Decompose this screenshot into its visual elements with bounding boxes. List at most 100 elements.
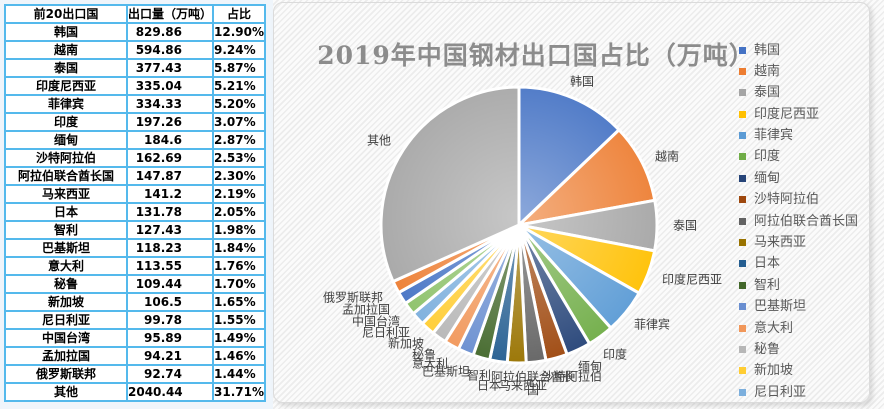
cell-amount[interactable]: 92.74: [126, 364, 214, 384]
cell-share[interactable]: 1.76%: [212, 256, 266, 276]
cell-share[interactable]: 5.20%: [212, 94, 266, 114]
cell-amount[interactable]: 829.86: [126, 22, 214, 42]
cell-amount[interactable]: 334.33: [126, 94, 214, 114]
table-row: 印度 197.26 3.07%: [4, 112, 266, 132]
cell-share[interactable]: 2.87%: [212, 130, 266, 150]
table-row: 缅甸 184.6 2.87%: [4, 130, 266, 150]
legend-label: 智利: [754, 277, 781, 293]
legend-label: 菲律宾: [754, 128, 794, 144]
cell-share[interactable]: 9.24%: [212, 40, 266, 60]
cell-country[interactable]: 沙特阿拉伯: [4, 148, 128, 168]
legend-color-marker: [739, 110, 746, 118]
legend-color-marker: [739, 174, 746, 182]
legend-color-marker: [739, 196, 746, 204]
cell-country[interactable]: 印度尼西亚: [4, 76, 128, 96]
cell-country[interactable]: 韩国: [4, 22, 128, 42]
cell-amount[interactable]: 141.2: [126, 184, 214, 204]
legend-color-marker: [739, 367, 746, 375]
legend-label: 越南: [754, 63, 781, 79]
table-row: 秘鲁 109.44 1.70%: [4, 274, 266, 294]
cell-amount[interactable]: 197.26: [126, 112, 214, 132]
cell-country[interactable]: 意大利: [4, 256, 128, 276]
cell-country[interactable]: 越南: [4, 40, 128, 60]
cell-share[interactable]: 1.49%: [212, 328, 266, 348]
legend-item: 沙特阿拉伯: [739, 193, 858, 207]
cell-share[interactable]: 2.19%: [212, 184, 266, 204]
cell-share[interactable]: 2.53%: [212, 148, 266, 168]
cell-country[interactable]: 缅甸: [4, 130, 128, 150]
cell-amount[interactable]: 109.44: [126, 274, 214, 294]
cell-country[interactable]: 印度: [4, 112, 128, 132]
table-row: 日本 131.78 2.05%: [4, 202, 266, 222]
table-row: 巴基斯坦 118.23 1.84%: [4, 238, 266, 258]
table-row: 泰国 377.43 5.87%: [4, 58, 266, 78]
table-row: 中国台湾 95.89 1.49%: [4, 328, 266, 348]
cell-country[interactable]: 马来西亚: [4, 184, 128, 204]
legend-item: 韩国: [739, 43, 858, 57]
cell-amount[interactable]: 106.5: [126, 292, 214, 312]
cell-amount[interactable]: 594.86: [126, 40, 214, 60]
cell-share[interactable]: 12.90%: [212, 22, 266, 42]
cell-amount[interactable]: 147.87: [126, 166, 214, 186]
legend-item: 缅甸: [739, 171, 858, 185]
legend-label: 秘鲁: [754, 341, 781, 357]
cell-country[interactable]: 秘鲁: [4, 274, 128, 294]
cell-amount[interactable]: 131.78: [126, 202, 214, 222]
cell-country[interactable]: 智利: [4, 220, 128, 240]
cell-amount[interactable]: 127.43: [126, 220, 214, 240]
legend-color-marker: [739, 345, 746, 353]
cell-country[interactable]: 尼日利亚: [4, 310, 128, 330]
table-row: 阿拉伯联合酋长国 147.87 2.30%: [4, 166, 266, 186]
cell-amount[interactable]: 162.69: [126, 148, 214, 168]
cell-amount[interactable]: 95.89: [126, 328, 214, 348]
table-row: 尼日利亚 99.78 1.55%: [4, 310, 266, 330]
cell-amount[interactable]: 2040.44: [126, 382, 214, 402]
cell-country[interactable]: 孟加拉国: [4, 346, 128, 366]
table-row: 俄罗斯联邦 92.74 1.44%: [4, 364, 266, 384]
cell-share[interactable]: 1.65%: [212, 292, 266, 312]
chart-title: 2019年中国钢材出口国占比（万吨）: [317, 41, 755, 70]
legend-color-marker: [739, 89, 746, 97]
table-row: 智利 127.43 1.98%: [4, 220, 266, 240]
cell-country[interactable]: 俄罗斯联邦: [4, 364, 128, 384]
cell-amount[interactable]: 113.55: [126, 256, 214, 276]
cell-share[interactable]: 1.84%: [212, 238, 266, 258]
cell-share[interactable]: 2.30%: [212, 166, 266, 186]
cell-country[interactable]: 菲律宾: [4, 94, 128, 114]
cell-amount[interactable]: 118.23: [126, 238, 214, 258]
cell-country[interactable]: 泰国: [4, 58, 128, 78]
cell-share[interactable]: 2.05%: [212, 202, 266, 222]
cell-share[interactable]: 1.98%: [212, 220, 266, 240]
cell-amount[interactable]: 377.43: [126, 58, 214, 78]
cell-amount[interactable]: 335.04: [126, 76, 214, 96]
legend-color-marker: [739, 260, 746, 268]
table-row: 印度尼西亚 335.04 5.21%: [4, 76, 266, 96]
table-row: 其他 2040.44 31.71%: [4, 382, 266, 402]
legend-color-marker: [739, 217, 746, 225]
legend-label: 印度: [754, 149, 781, 165]
legend-label: 日本: [754, 256, 781, 272]
cell-share[interactable]: 5.87%: [212, 58, 266, 78]
cell-share[interactable]: 1.70%: [212, 274, 266, 294]
cell-share[interactable]: 1.44%: [212, 364, 266, 384]
legend-color-marker: [739, 303, 746, 311]
cell-country[interactable]: 新加坡: [4, 292, 128, 312]
cell-share[interactable]: 5.21%: [212, 76, 266, 96]
cell-share[interactable]: 1.46%: [212, 346, 266, 366]
cell-amount[interactable]: 184.6: [126, 130, 214, 150]
table-row: 沙特阿拉伯 162.69 2.53%: [4, 148, 266, 168]
cell-country[interactable]: 巴基斯坦: [4, 238, 128, 258]
cell-amount[interactable]: 94.21: [126, 346, 214, 366]
cell-amount[interactable]: 99.78: [126, 310, 214, 330]
cell-country[interactable]: 中国台湾: [4, 328, 128, 348]
legend-item: 秘鲁: [739, 342, 858, 356]
cell-country[interactable]: 阿拉伯联合酋长国: [4, 166, 128, 186]
column-header: 占比: [212, 4, 266, 24]
cell-country[interactable]: 日本: [4, 202, 128, 222]
legend-label: 马来西亚: [754, 235, 807, 251]
cell-share[interactable]: 1.55%: [212, 310, 266, 330]
table-row: 越南 594.86 9.24%: [4, 40, 266, 60]
cell-country[interactable]: 其他: [4, 382, 128, 402]
cell-share[interactable]: 3.07%: [212, 112, 266, 132]
cell-share[interactable]: 31.71%: [212, 382, 266, 402]
